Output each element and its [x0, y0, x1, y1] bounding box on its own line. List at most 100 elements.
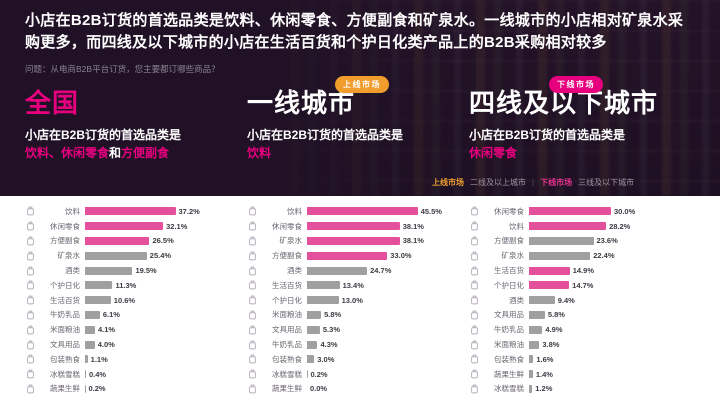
- section-title: 一线城市: [247, 88, 356, 119]
- bar: [307, 340, 318, 349]
- chart-row: 酒类 19.5%: [25, 263, 231, 278]
- instant-noodles-icon: [469, 236, 479, 246]
- category-label: 酒类: [65, 266, 80, 276]
- stationery-icon: [469, 310, 479, 320]
- bar-track: 1.6%: [529, 355, 693, 364]
- legend-lower-market-label: 下线市场: [540, 178, 573, 187]
- stationery-icon: [247, 325, 257, 335]
- wine-icon: [247, 266, 257, 276]
- value-label: 25.4%: [149, 251, 172, 261]
- chart-row: 个护日化 11.3%: [25, 278, 231, 293]
- bar-track: 0.4%: [85, 369, 231, 379]
- bar: [307, 355, 315, 364]
- chart-row: 休闲零食 38.1%: [247, 219, 453, 234]
- market-badge: 下线市场: [549, 76, 603, 94]
- section-column: 下线市场 四线及以下城市 小店在B2B订货的首选品类是 休闲零食: [469, 76, 695, 162]
- headline: 小店在B2B订货的首选品类是饮料、休闲零食、方便副食和矿泉水。一线城市的小店相对…: [25, 12, 684, 52]
- category-label: 包装熟食: [50, 354, 80, 364]
- chart-row: 牛奶乳品 6.1%: [25, 308, 231, 323]
- bar: [529, 281, 570, 290]
- category-label: 方便副食: [50, 236, 80, 246]
- chart-row: 方便副食 26.5%: [25, 234, 231, 249]
- grain-oil-icon: [247, 310, 257, 320]
- chart-row: 冰糕雪糕 0.2%: [247, 367, 453, 382]
- bar-track: 24.7%: [307, 266, 453, 275]
- value-label: 45.5%: [420, 206, 442, 216]
- category-label: 矿泉水: [501, 251, 525, 261]
- highlighted-category: 方便副食: [121, 145, 170, 160]
- market-badge: 上线市场: [335, 76, 389, 94]
- bar-track: 1.4%: [529, 370, 693, 379]
- water-bottle-icon: [247, 236, 257, 246]
- category-label: 饮料: [509, 221, 524, 231]
- value-label: 0.0%: [310, 384, 328, 394]
- value-label: 5.3%: [322, 325, 340, 335]
- bar-track: 23.6%: [529, 236, 693, 245]
- category-label: 蔬果生鲜: [494, 369, 524, 379]
- bar-track: 4.9%: [529, 325, 693, 334]
- bar-track: 4.1%: [85, 325, 231, 334]
- value-label: 33.0%: [390, 251, 412, 261]
- bar-track: 22.4%: [529, 251, 693, 261]
- bar-track: 6.1%: [85, 310, 231, 319]
- personal-care-icon: [247, 295, 257, 305]
- bar: [307, 222, 400, 231]
- chart-row: 酒类 9.4%: [469, 293, 693, 308]
- bar: [529, 266, 570, 275]
- section-column: 上线市场 一线城市 小店在B2B订货的首选品类是 饮料: [247, 76, 469, 162]
- category-label: 酒类: [509, 295, 524, 305]
- legend-lower-market-desc: 三线及以下城市: [578, 178, 635, 187]
- value-label: 22.4%: [593, 251, 615, 261]
- bar: [85, 325, 95, 334]
- bar-track: 9.4%: [529, 296, 693, 305]
- snack-icon: [247, 221, 257, 231]
- bar-track: 10.6%: [85, 296, 231, 305]
- slide: 小店在B2B订货的首选品类是饮料、休闲零食、方便副食和矿泉水。一线城市的小店相对…: [0, 0, 720, 396]
- bar: [85, 310, 100, 319]
- water-bottle-icon: [469, 251, 479, 261]
- category-label: 生活百货: [272, 280, 302, 290]
- bar-track: 11.3%: [85, 281, 231, 290]
- bar: [529, 207, 611, 216]
- bar: [307, 266, 368, 275]
- chart-1: 饮料 37.2% 休闲零食 32.1% 方便副食 26.5% 矿泉水 25.4% 酒类 19.5%…: [25, 204, 247, 396]
- category-label: 饮料: [287, 206, 302, 216]
- section-titles: 全国 小店在B2B订货的首选品类是 饮料、休闲零食和方便副食 上线市场 一线城市 小店在B…: [25, 76, 695, 162]
- bar-track: 38.1%: [307, 236, 453, 245]
- bar-track: 13.4%: [307, 281, 453, 290]
- category-label: 生活百货: [494, 266, 524, 276]
- value-label: 19.5%: [135, 266, 157, 276]
- value-label: 0.4%: [88, 369, 107, 379]
- category-label: 方便副食: [494, 236, 524, 246]
- bar: [529, 222, 607, 231]
- value-label: 1.1%: [90, 354, 108, 364]
- ice-cream-icon: [25, 369, 35, 379]
- ice-cream-icon: [247, 369, 257, 379]
- chart-row: 矿泉水 22.4%: [469, 248, 693, 263]
- value-label: 3.8%: [542, 340, 560, 350]
- bar: [529, 355, 534, 364]
- section-subtitle: 休闲零食: [469, 145, 683, 162]
- bar-track: 0.2%: [307, 370, 453, 379]
- water-bottle-icon: [25, 251, 35, 261]
- bar-track: 28.2%: [529, 222, 693, 231]
- bar-track: 14.7%: [529, 281, 693, 290]
- value-label: 3.0%: [317, 354, 335, 364]
- category-label: 冰糕雪糕: [50, 369, 80, 379]
- value-label: 0.2%: [88, 384, 106, 394]
- category-label: 生活百货: [50, 295, 80, 305]
- bar: [85, 207, 176, 216]
- grain-oil-icon: [25, 325, 35, 335]
- bar-track: 5.3%: [307, 325, 453, 335]
- chart-row: 包装熟食 1.6%: [469, 352, 693, 367]
- category-label: 休闲零食: [50, 221, 80, 231]
- market-legend: 上线市场 二线及以上城市 | 下线市场 三线及以下城市: [432, 177, 634, 188]
- header-content: 小店在B2B订货的首选品类是饮料、休闲零食、方便副食和矿泉水。一线城市的小店相对…: [0, 0, 720, 162]
- instant-noodles-icon: [247, 251, 257, 261]
- snack-icon: [25, 221, 35, 231]
- category-label: 冰糕雪糕: [494, 384, 524, 394]
- bar: [85, 266, 133, 275]
- instant-noodles-icon: [25, 236, 35, 246]
- chart-row: 个护日化 13.0%: [247, 293, 453, 308]
- value-label: 1.2%: [535, 384, 553, 394]
